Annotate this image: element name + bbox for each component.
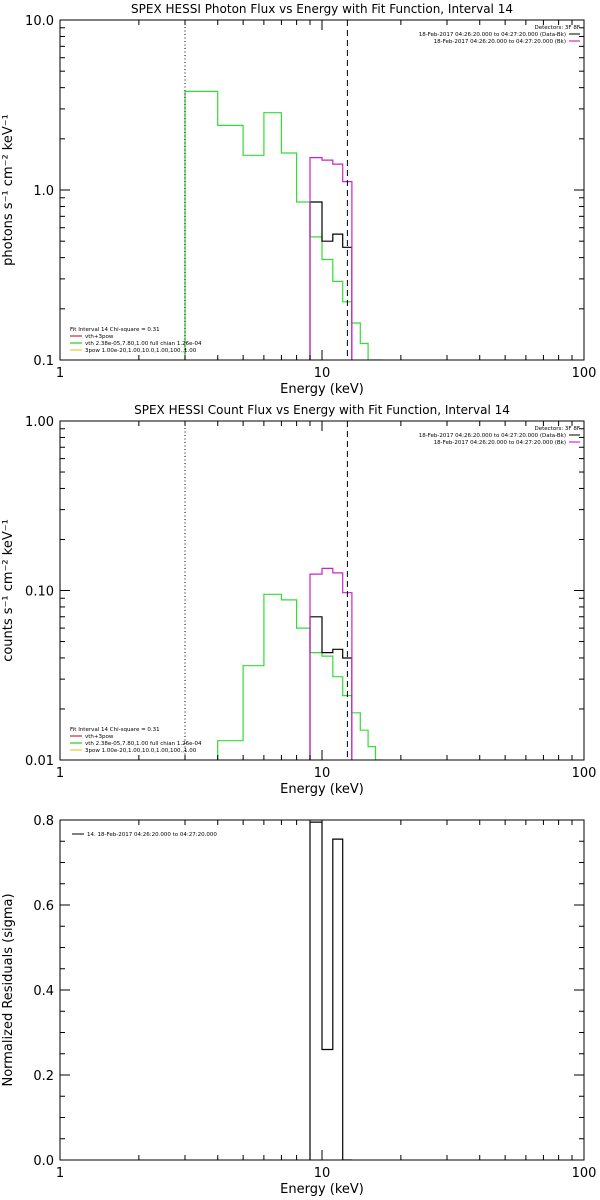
y-axis-label: Normalized Residuals (sigma)	[1, 893, 16, 1086]
fit-legend-header: Fit Interval 14 Chi-square = 0.31	[70, 727, 160, 733]
legend-header: Detectors: 3F 8F	[534, 25, 580, 31]
histogram-series-1	[184, 90, 383, 360]
fit-legend-entry: vth+3pow	[85, 334, 114, 340]
x-axis-label: Energy (keV)	[280, 382, 364, 397]
fit-legend-entry: 3pow 1.00e-20,1.00,10.0,1.00,100.,1.00	[85, 748, 197, 754]
legend-entry: 14. 18-Feb-2017 04:26:20.000 to 04:27:20…	[87, 832, 217, 838]
x-axis-label: Energy (keV)	[280, 1182, 364, 1197]
legend-entry: 18-Feb-2017 04:26:20.000 to 04:27:20.000…	[434, 39, 566, 45]
fit-legend-entry: vth 2.38e-05,7.80,1.00 full chian 1.26e-…	[85, 341, 202, 347]
x-tick-label: 1	[56, 366, 64, 381]
x-tick-label: 10	[314, 766, 331, 781]
y-axis-label: photons s⁻¹ cm⁻² keV⁻¹	[1, 114, 16, 266]
y-tick-label: 10.0	[25, 14, 54, 29]
series-group	[309, 821, 352, 1160]
y-tick-label: 0.10	[25, 585, 54, 600]
fit-legend-header: Fit Interval 14 Chi-square = 0.31	[70, 327, 160, 333]
y-tick-label: 0.4	[33, 984, 54, 999]
y-tick-label: 0.1	[33, 354, 54, 369]
chart-title: SPEX HESSI Count Flux vs Energy with Fit…	[134, 403, 510, 417]
histogram-series-2	[309, 616, 353, 760]
x-tick-label: 100	[572, 1166, 597, 1181]
y-tick-label: 1.00	[25, 415, 54, 430]
x-tick-label: 100	[572, 766, 597, 781]
histogram-series-3	[309, 157, 353, 360]
histogram-series-3	[309, 567, 353, 760]
y-axis-label: counts s⁻¹ cm⁻² keV⁻¹	[1, 519, 16, 662]
chart-panel-1: SPEX HESSI Photon Flux vs Energy with Fi…	[1, 2, 596, 397]
legend-header: Detectors: 3F 8F	[534, 426, 580, 432]
y-tick-label: 0.0	[33, 1154, 54, 1169]
chart-panel-3: 1 10 100 0.0 0.2 0.4 0.6 0.8 Energy (keV) Normali…	[1, 814, 596, 1197]
x-tick-label: 1	[56, 766, 64, 781]
x-tick-label: 1	[56, 1166, 64, 1181]
fit-legend-entry: 3pow 1.00e-20,1.00,10.0,1.00,100.,1.00	[85, 348, 197, 354]
histogram-series-1	[217, 593, 383, 760]
legend-entry: 18-Feb-2017 04:26:20.000 to 04:27:20.000…	[419, 32, 566, 38]
x-tick-label: 100	[572, 366, 597, 381]
fit-legend-entry: vth 2.38e-05,7.80,1.00 full chian 1.26e-…	[85, 741, 202, 747]
legend-fit: Fit Interval 14 Chi-square = 0.31vth+3po…	[70, 727, 202, 754]
plot-frame	[59, 420, 585, 761]
chart-panel-2: SPEX HESSI Count Flux vs Energy with Fit…	[1, 403, 596, 797]
y-tick-label: 0.8	[33, 814, 54, 829]
legend-entry: 18-Feb-2017 04:26:20.000 to 04:27:20.000…	[419, 433, 566, 439]
x-tick-label: 10	[314, 366, 331, 381]
y-tick-label: 0.2	[33, 1069, 54, 1084]
series-group	[184, 90, 383, 360]
legend-top: 14. 18-Feb-2017 04:26:20.000 to 04:27:20…	[72, 832, 217, 838]
chart-title: SPEX HESSI Photon Flux vs Energy with Fi…	[131, 2, 513, 16]
y-tick-label: 1.0	[33, 184, 54, 199]
y-tick-label: 0.01	[25, 754, 54, 769]
fit-legend-entry: vth+3pow	[85, 734, 114, 740]
series-group	[217, 567, 383, 760]
legend-fit: Fit Interval 14 Chi-square = 0.31vth+3po…	[70, 327, 202, 354]
plot-frame	[59, 19, 585, 361]
histogram-series-2	[309, 201, 353, 360]
legend-entry: 18-Feb-2017 04:26:20.000 to 04:27:20.000…	[434, 440, 566, 446]
histogram-series-1	[309, 821, 352, 1160]
x-tick-label: 10	[314, 1166, 331, 1181]
x-axis-label: Energy (keV)	[280, 782, 364, 797]
y-tick-label: 0.6	[33, 899, 54, 914]
